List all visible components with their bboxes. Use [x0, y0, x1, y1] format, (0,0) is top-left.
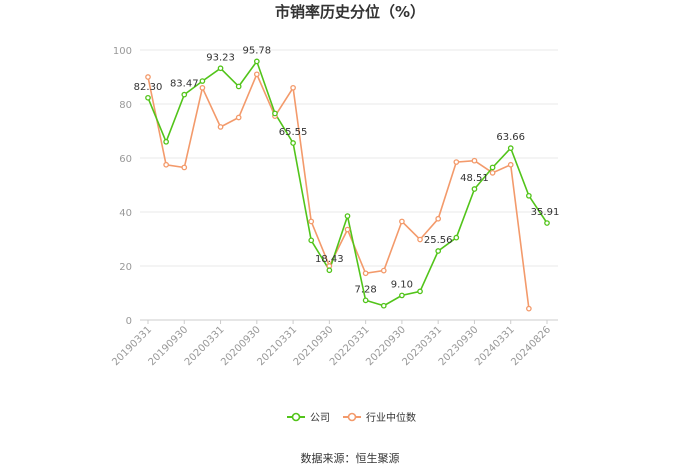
data-point[interactable] [344, 226, 351, 233]
legend[interactable]: 公司 行业中位数 [287, 411, 416, 424]
legend-marker [347, 412, 357, 422]
data-point[interactable] [272, 110, 278, 117]
data-point[interactable] [435, 215, 442, 222]
data-point[interactable] [417, 288, 423, 295]
data-label: 65.55 [279, 127, 308, 138]
series-points [145, 58, 550, 312]
legend-marker [291, 412, 301, 422]
legend-label: 行业中位数 [366, 411, 416, 424]
data-point[interactable] [199, 78, 206, 84]
data-point[interactable] [435, 248, 442, 254]
data-point[interactable] [145, 94, 151, 101]
x-tick-label: 20240826 [509, 324, 553, 368]
data-point[interactable] [526, 192, 532, 199]
data-label: 93.23 [206, 52, 235, 63]
data-point[interactable] [380, 302, 387, 309]
y-tick-label: 20 [119, 262, 132, 273]
data-point[interactable] [181, 164, 188, 171]
data-point[interactable] [163, 161, 169, 168]
data-point[interactable] [253, 71, 260, 78]
data-label: 82.30 [134, 82, 163, 93]
data-point[interactable] [308, 237, 315, 244]
data-point[interactable] [290, 140, 296, 146]
data-label: 18.43 [315, 254, 344, 265]
chart-title: 市销率历史分位（%） [275, 3, 425, 21]
x-axis-ticks: 2019033120190930202003312020093020210331… [110, 320, 553, 368]
data-label: 48.51 [460, 173, 489, 184]
y-tick-label: 100 [113, 46, 132, 57]
y-tick-label: 80 [119, 100, 132, 111]
data-point[interactable] [471, 157, 478, 164]
data-point[interactable] [163, 138, 169, 145]
data-label: 35.91 [531, 207, 560, 218]
data-point[interactable] [544, 220, 550, 226]
source-note: 数据来源：恒生聚源 [301, 451, 400, 465]
data-point[interactable] [217, 65, 224, 72]
data-point[interactable] [417, 236, 423, 243]
data-point[interactable] [399, 292, 405, 299]
data-point[interactable] [380, 267, 387, 274]
data-labels: 82.30 83.47 93.23 95.78 65.55 18.43 7.28 9.10 25… [134, 45, 560, 295]
data-point[interactable] [253, 58, 260, 65]
data-point[interactable] [199, 84, 206, 91]
data-point[interactable] [145, 74, 151, 80]
series-line-1 [147, 72, 530, 309]
data-point[interactable] [362, 270, 369, 277]
data-point[interactable] [326, 267, 333, 274]
data-point[interactable] [526, 305, 532, 312]
series-lines [147, 59, 548, 309]
data-point[interactable] [471, 186, 478, 192]
data-point[interactable] [489, 164, 496, 171]
data-label: 83.47 [170, 79, 199, 90]
data-label: 7.28 [355, 284, 377, 295]
data-label: 9.10 [391, 279, 413, 290]
legend-item-1[interactable]: 行业中位数 [343, 411, 416, 424]
data-point[interactable] [235, 114, 242, 121]
data-point[interactable] [453, 159, 460, 165]
data-point[interactable] [181, 91, 188, 98]
y-tick-label: 0 [126, 316, 132, 327]
data-point[interactable] [290, 84, 296, 91]
data-point[interactable] [308, 218, 315, 225]
data-point[interactable] [453, 234, 460, 241]
y-tick-label: 40 [119, 208, 132, 219]
data-label: 95.78 [242, 45, 271, 56]
data-label: 63.66 [496, 132, 525, 143]
data-point[interactable] [399, 218, 405, 225]
legend-item-0[interactable]: 公司 [287, 412, 330, 424]
data-point[interactable] [217, 124, 224, 130]
data-point[interactable] [489, 170, 496, 176]
data-point[interactable] [235, 83, 242, 90]
data-point[interactable] [344, 213, 351, 219]
legend-label: 公司 [310, 413, 330, 424]
data-label: 25.56 [424, 235, 453, 246]
y-tick-label: 60 [119, 154, 132, 165]
data-point[interactable] [362, 297, 369, 304]
y-axis-ticks: 0 20 40 60 80 100 [113, 46, 132, 327]
data-point[interactable] [507, 161, 514, 168]
data-point[interactable] [507, 145, 514, 151]
